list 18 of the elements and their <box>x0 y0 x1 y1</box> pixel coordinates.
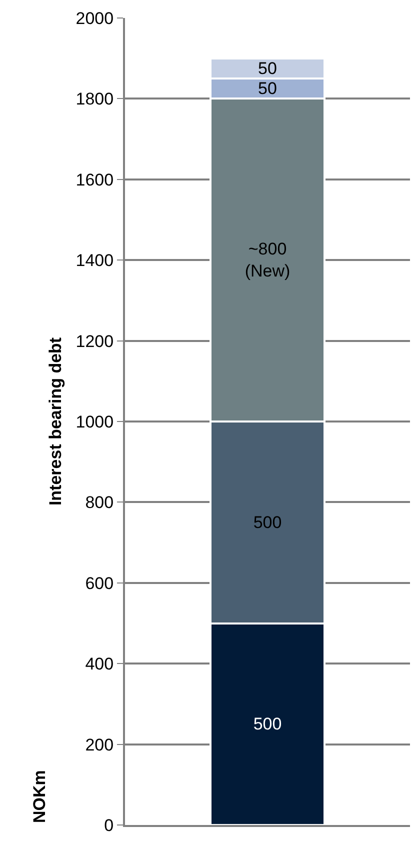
data-label: ~800 (New) <box>244 240 290 281</box>
y-tick-label: 800 <box>85 493 114 512</box>
y-tick-label: 1600 <box>76 170 114 190</box>
y-tick-label: 400 <box>85 654 114 674</box>
data-label: 500 <box>253 512 282 532</box>
y-tick-label: 2000 <box>76 8 114 28</box>
y-tick-label: 1400 <box>76 251 114 270</box>
y-tick-label: 1800 <box>76 90 114 109</box>
y-tick-label: 1200 <box>76 332 114 351</box>
data-label: 50 <box>258 79 277 98</box>
data-label: 500 <box>253 714 282 734</box>
y-tick-label: 600 <box>85 574 114 593</box>
data-label: 50 <box>258 58 277 78</box>
y-tick-label: 0 <box>104 816 114 835</box>
text: NOKm <box>30 770 49 823</box>
y-tick-label: 1000 <box>76 412 114 432</box>
y-tick-label: 200 <box>85 735 114 754</box>
y-axis-title: Interest bearing debt <box>46 337 65 506</box>
